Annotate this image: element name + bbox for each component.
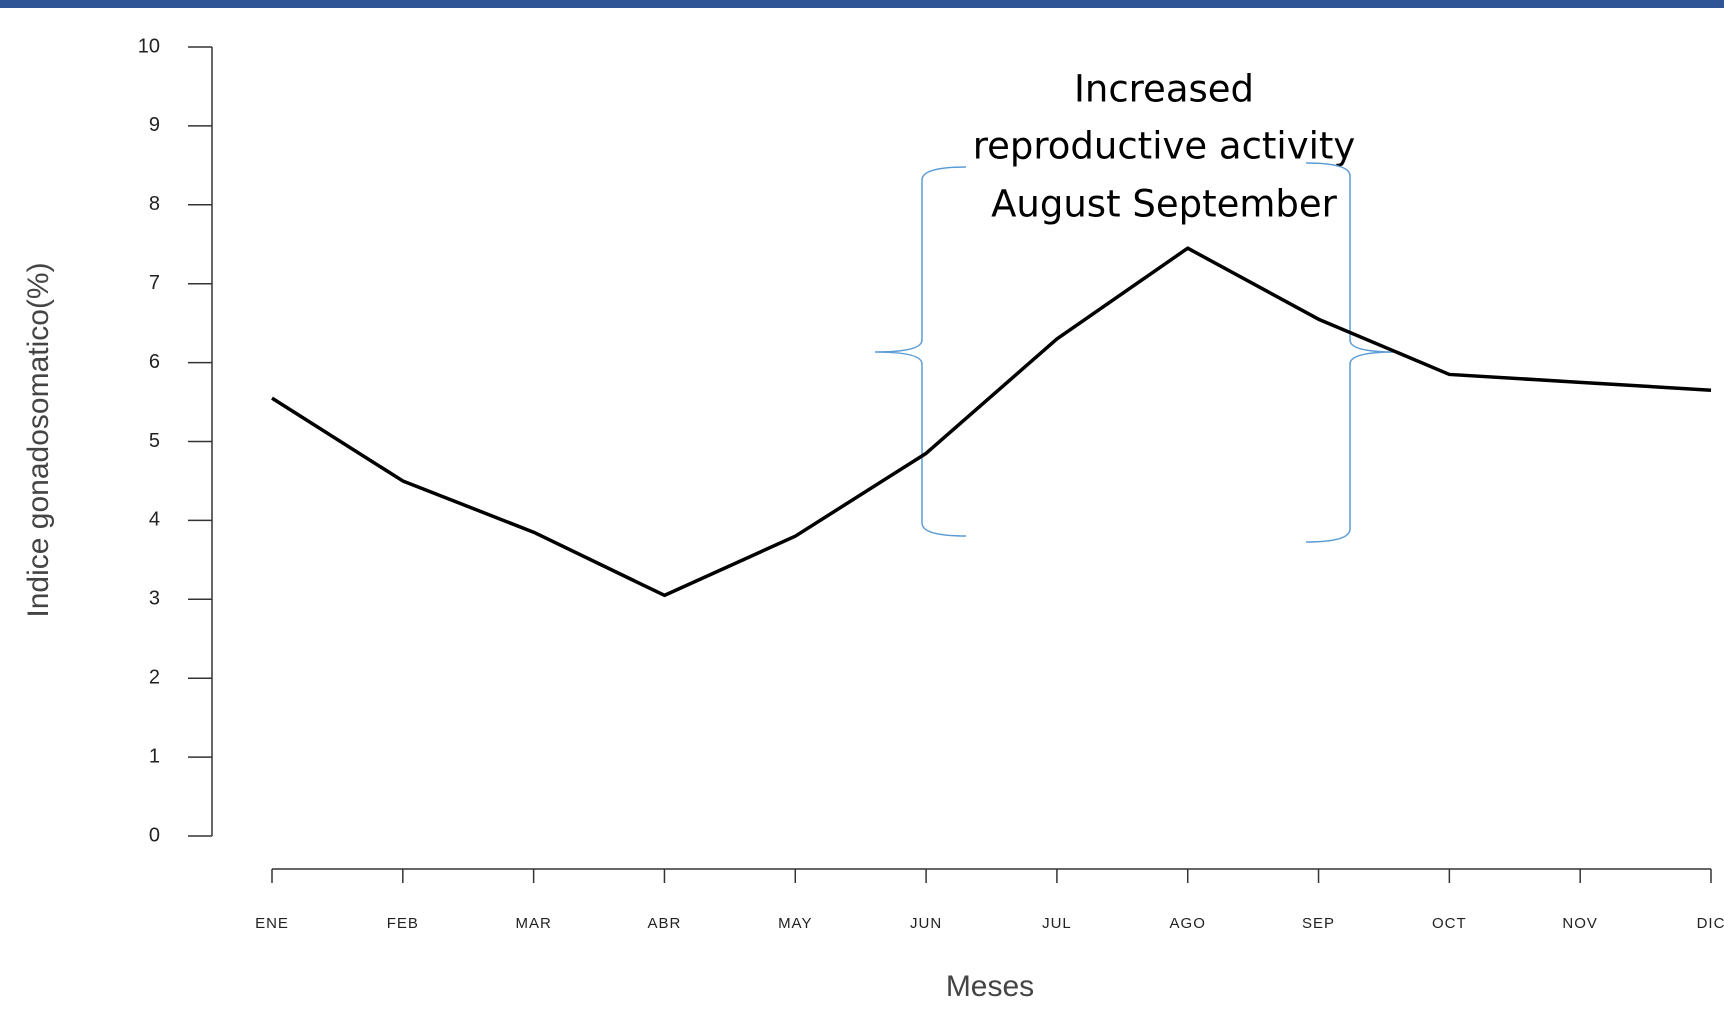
y-tick-label: 9 bbox=[149, 114, 160, 136]
line bbox=[271, 246, 1712, 598]
x-tick-label: OCT bbox=[1432, 915, 1467, 932]
y-tick-label: 0 bbox=[149, 824, 160, 846]
annotation: reproductive activity bbox=[973, 125, 1356, 168]
x-tick-label: AGO bbox=[1170, 915, 1206, 932]
x-tick-label: NOV bbox=[1562, 915, 1598, 932]
x-tick-label: MAR bbox=[515, 915, 551, 932]
x-tick-label: JUL bbox=[1042, 915, 1072, 932]
x-tick-label: FEB bbox=[387, 915, 419, 932]
y-tick-label: 1 bbox=[149, 745, 160, 767]
x-tick-label: MAY bbox=[778, 915, 812, 932]
bracket bbox=[874, 166, 967, 537]
y-tick-label: 4 bbox=[149, 509, 160, 531]
x-tick-label: ENE bbox=[255, 915, 289, 932]
y-tick-label: 7 bbox=[149, 272, 160, 294]
x-tick-label: SEP bbox=[1302, 915, 1335, 932]
y-tick-label: 3 bbox=[149, 588, 160, 610]
x-tick-label: ABR bbox=[648, 915, 682, 932]
y-tick-label: 8 bbox=[149, 193, 160, 215]
x-tick-label: JUN bbox=[910, 915, 942, 932]
y-tick-label: 5 bbox=[149, 430, 160, 452]
y-tick-label: 10 bbox=[138, 35, 160, 57]
y-tick-label: 2 bbox=[149, 666, 160, 688]
y-axis-label: Indice gonadosomatico(%) bbox=[22, 262, 55, 617]
x-axis-label: Meses bbox=[946, 970, 1034, 1003]
x-tick-label: DIC bbox=[1697, 915, 1724, 932]
annotation: August September bbox=[991, 183, 1338, 226]
top-bar bbox=[0, 0, 1724, 8]
annotation: Increased bbox=[1074, 68, 1254, 111]
y-tick-label: 6 bbox=[149, 351, 160, 373]
